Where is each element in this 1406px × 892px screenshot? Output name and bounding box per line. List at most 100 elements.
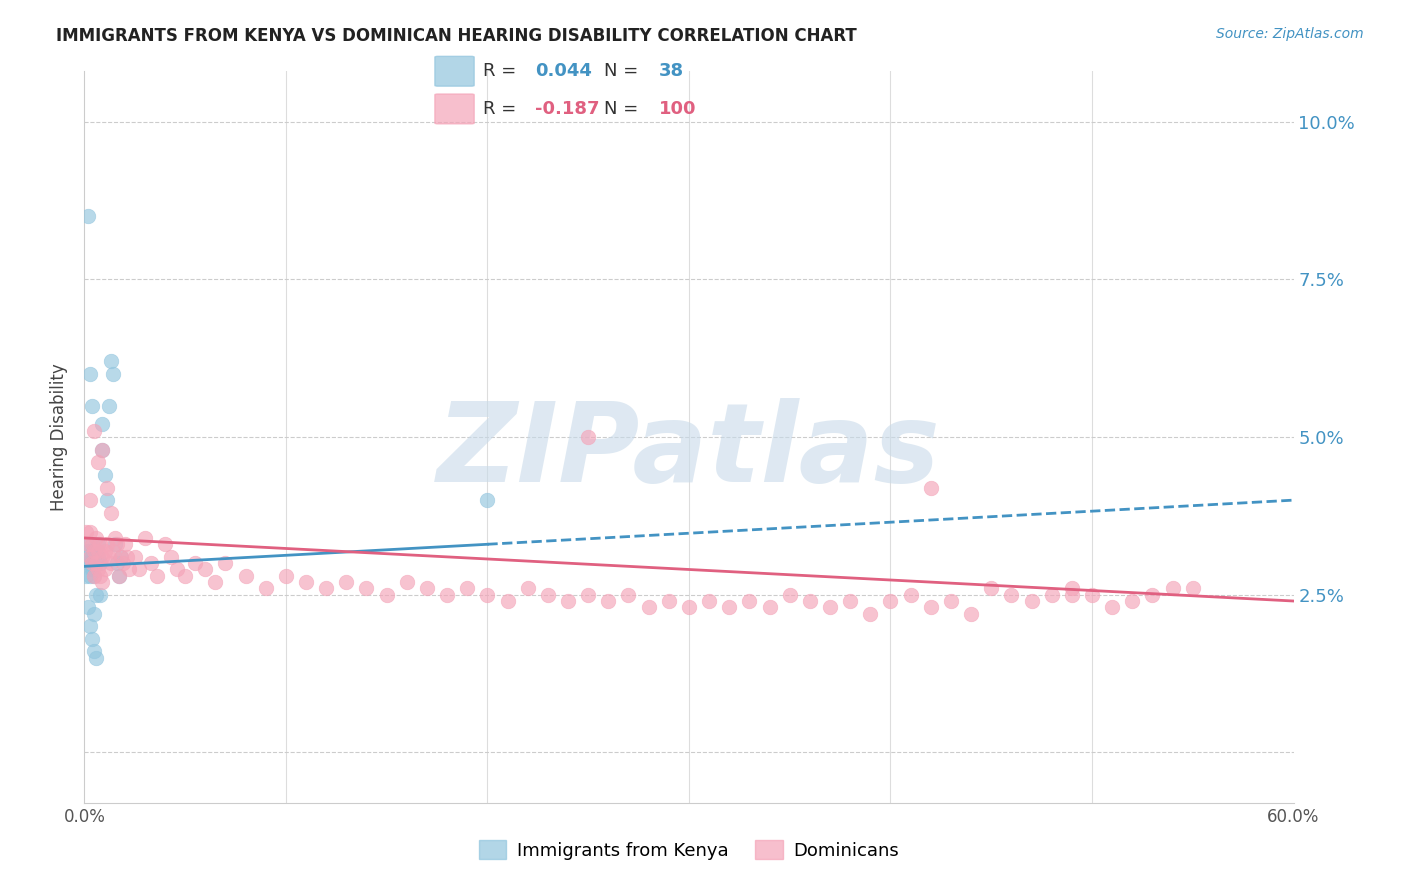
Point bbox=[82, 399, 104, 413]
Point bbox=[214, 556, 236, 570]
Point bbox=[758, 600, 780, 615]
Point bbox=[204, 575, 226, 590]
Point bbox=[980, 582, 1002, 596]
Point bbox=[1021, 594, 1043, 608]
Point bbox=[96, 493, 118, 508]
Point bbox=[537, 588, 560, 602]
Point bbox=[93, 467, 115, 482]
Point bbox=[859, 607, 882, 621]
Point bbox=[105, 537, 128, 551]
Point bbox=[83, 569, 105, 583]
Text: ZIPatlas: ZIPatlas bbox=[437, 398, 941, 505]
Point bbox=[496, 594, 519, 608]
Point bbox=[477, 588, 499, 602]
Text: 0.044: 0.044 bbox=[534, 62, 592, 80]
Point bbox=[104, 537, 127, 551]
Point bbox=[598, 594, 620, 608]
Point bbox=[617, 588, 640, 602]
Point bbox=[436, 588, 458, 602]
Point bbox=[335, 575, 357, 590]
Point bbox=[375, 588, 398, 602]
Point bbox=[79, 493, 101, 508]
Point bbox=[110, 549, 132, 564]
Point bbox=[576, 430, 599, 444]
Point bbox=[107, 569, 129, 583]
Y-axis label: Hearing Disability: Hearing Disability bbox=[51, 363, 69, 511]
Point bbox=[82, 537, 104, 551]
Point bbox=[97, 399, 120, 413]
Point bbox=[89, 556, 111, 570]
Point bbox=[77, 537, 100, 551]
Point bbox=[254, 582, 277, 596]
Point bbox=[1101, 600, 1123, 615]
Point bbox=[295, 575, 318, 590]
Point bbox=[576, 588, 599, 602]
Point bbox=[118, 562, 141, 576]
Point bbox=[100, 354, 122, 368]
Point bbox=[124, 549, 146, 564]
Point bbox=[79, 569, 101, 583]
Point bbox=[77, 600, 100, 615]
Point bbox=[79, 524, 101, 539]
Point bbox=[477, 493, 499, 508]
Point bbox=[101, 543, 124, 558]
Point bbox=[87, 549, 110, 564]
Point bbox=[818, 600, 841, 615]
Point bbox=[174, 569, 197, 583]
Point bbox=[184, 556, 207, 570]
Point bbox=[83, 644, 105, 658]
Point bbox=[1142, 588, 1164, 602]
Point bbox=[89, 537, 111, 551]
Point bbox=[920, 600, 942, 615]
Point bbox=[1121, 594, 1143, 608]
Point bbox=[658, 594, 681, 608]
Text: Source: ZipAtlas.com: Source: ZipAtlas.com bbox=[1216, 27, 1364, 41]
Point bbox=[111, 556, 134, 570]
Point bbox=[86, 588, 108, 602]
Point bbox=[89, 569, 111, 583]
Point bbox=[82, 632, 104, 646]
Point bbox=[235, 569, 257, 583]
Point bbox=[93, 562, 115, 576]
Point bbox=[153, 537, 176, 551]
Point bbox=[738, 594, 761, 608]
Point bbox=[1181, 582, 1204, 596]
Point bbox=[799, 594, 821, 608]
Point bbox=[79, 367, 101, 381]
Point bbox=[77, 210, 100, 224]
Point bbox=[274, 569, 297, 583]
Text: IMMIGRANTS FROM KENYA VS DOMINICAN HEARING DISABILITY CORRELATION CHART: IMMIGRANTS FROM KENYA VS DOMINICAN HEARI… bbox=[56, 27, 858, 45]
Point bbox=[104, 531, 127, 545]
Point bbox=[1161, 582, 1184, 596]
Point bbox=[395, 575, 418, 590]
Point bbox=[91, 442, 114, 457]
Point bbox=[83, 424, 105, 438]
Point bbox=[91, 549, 114, 564]
Point bbox=[87, 455, 110, 469]
Point bbox=[637, 600, 659, 615]
Point bbox=[83, 569, 105, 583]
Point bbox=[82, 549, 104, 564]
FancyBboxPatch shape bbox=[434, 56, 474, 87]
Point bbox=[77, 556, 100, 570]
Point bbox=[83, 543, 105, 558]
Point bbox=[86, 531, 108, 545]
Point bbox=[1081, 588, 1104, 602]
Point bbox=[139, 556, 162, 570]
Point bbox=[86, 556, 108, 570]
Point bbox=[100, 556, 122, 570]
Point bbox=[839, 594, 862, 608]
Point bbox=[96, 481, 118, 495]
Point bbox=[86, 650, 108, 665]
Text: -0.187: -0.187 bbox=[534, 100, 599, 118]
Point bbox=[83, 543, 105, 558]
Point bbox=[678, 600, 700, 615]
Point bbox=[105, 556, 128, 570]
Point bbox=[718, 600, 741, 615]
Point bbox=[516, 582, 538, 596]
Point bbox=[97, 549, 120, 564]
Point bbox=[89, 588, 111, 602]
Point bbox=[160, 549, 183, 564]
Point bbox=[146, 569, 169, 583]
Point bbox=[79, 549, 101, 564]
